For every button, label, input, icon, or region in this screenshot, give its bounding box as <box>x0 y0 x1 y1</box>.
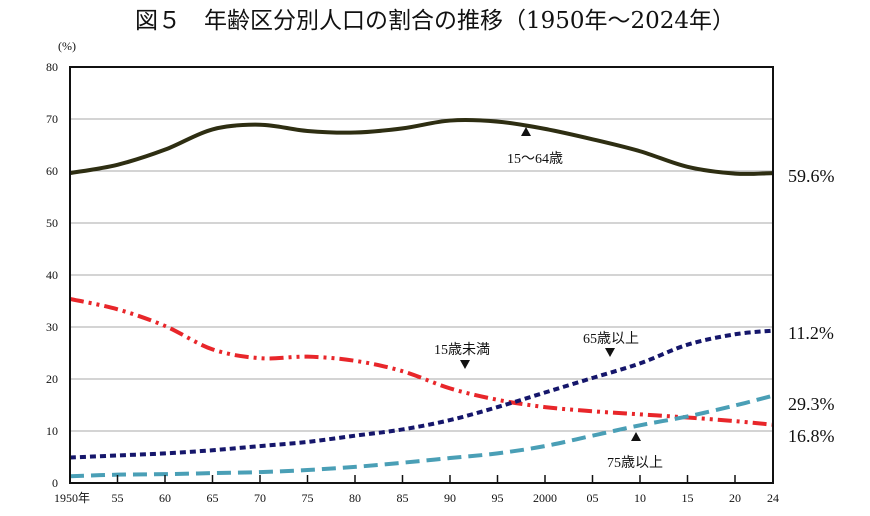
x-tick-label: 24 <box>767 491 779 505</box>
end-value-label: 29.3% <box>788 394 835 414</box>
series-label: 65歳以上 <box>583 331 639 347</box>
triangle-down-icon <box>460 360 470 369</box>
series-line <box>69 393 774 479</box>
y-tick-label: 10 <box>46 424 58 438</box>
x-tick-label: 15 <box>682 491 694 505</box>
x-tick-label: 90 <box>444 491 456 505</box>
series-line <box>69 118 774 176</box>
x-tick-label: 80 <box>349 491 361 505</box>
y-tick-label: 80 <box>46 60 58 74</box>
triangle-up-icon <box>521 127 531 136</box>
y-tick-label: 70 <box>46 112 58 126</box>
x-tick-label: 95 <box>492 491 504 505</box>
x-tick-label: 75 <box>302 491 314 505</box>
y-tick-label: 40 <box>46 268 58 282</box>
triangle-up-icon <box>631 432 641 441</box>
series-line <box>69 296 774 427</box>
x-tick-label: 2000 <box>533 491 557 505</box>
x-tick-label: 60 <box>159 491 171 505</box>
end-value-label: 16.8% <box>788 426 835 446</box>
x-tick-label: 70 <box>254 491 266 505</box>
y-tick-label: 20 <box>46 372 58 386</box>
x-tick-label: 55 <box>112 491 124 505</box>
y-tick-label: 0 <box>52 476 58 490</box>
series-label: 15歳未満 <box>434 342 490 358</box>
x-tick-label: 05 <box>587 491 599 505</box>
x-tick-label: 85 <box>397 491 409 505</box>
y-tick-label: 30 <box>46 320 58 334</box>
end-value-label: 11.2% <box>788 323 834 343</box>
end-value-label: 59.6% <box>788 166 835 186</box>
x-tick-label: 65 <box>207 491 219 505</box>
triangle-down-icon <box>605 348 615 357</box>
y-axis-unit: (%) <box>58 39 76 53</box>
y-tick-label: 50 <box>46 216 58 230</box>
x-tick-label: 1950年 <box>54 491 90 505</box>
y-tick-label: 60 <box>46 164 58 178</box>
series-label: 15～64歳 <box>507 151 563 167</box>
series-label: 75歳以上 <box>607 455 663 471</box>
plot-frame <box>69 66 774 484</box>
x-tick-label: 10 <box>634 491 646 505</box>
x-tick-label: 20 <box>729 491 741 505</box>
series-line <box>69 328 774 460</box>
chart-title: 図５ 年齢区分別人口の割合の推移（1950年～2024年） <box>135 8 735 34</box>
